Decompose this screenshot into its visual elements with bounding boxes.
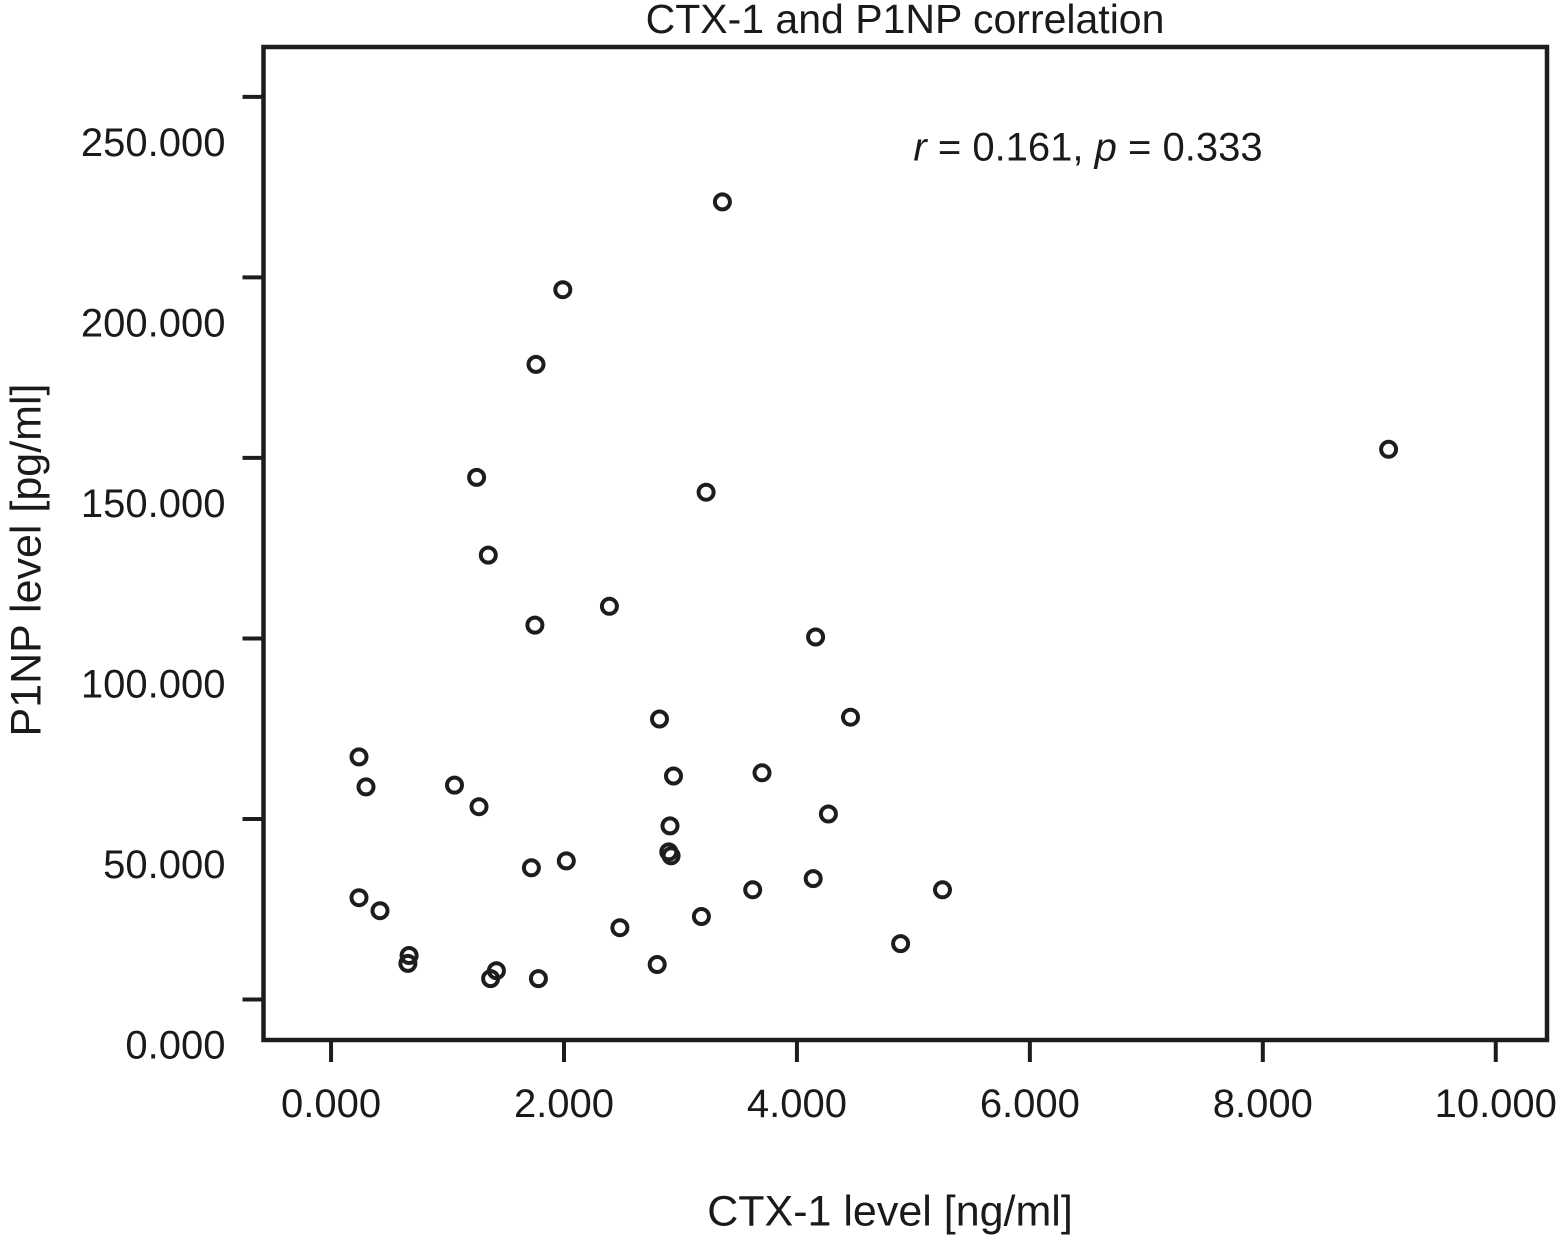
p-value: = 0.333 (1116, 125, 1263, 170)
scatter-point (664, 766, 683, 786)
y-tick-label: 50.000 (103, 843, 225, 887)
chart-title: CTX-1 and P1NP correlation (645, 0, 1165, 42)
scatter-point (743, 880, 763, 900)
scatter-point (349, 747, 369, 767)
scatter-point (660, 816, 680, 836)
y-tick-label: 150.000 (81, 482, 226, 526)
scatter-point (1379, 439, 1399, 459)
y-tick-label: 100.000 (81, 662, 226, 706)
correlation-annotation: r = 0.161, p = 0.333 (913, 126, 1262, 171)
scatter-point (445, 775, 464, 795)
scatter-point (467, 467, 487, 487)
scatter-point (752, 763, 772, 783)
scatter-point (370, 901, 390, 921)
scatter-point (712, 192, 732, 212)
x-tick-label: 2.000 (514, 1082, 614, 1126)
r-value: = 0.161, (926, 125, 1095, 170)
scatter-point (356, 777, 376, 797)
scatter-point (891, 934, 911, 954)
scatter-point (647, 955, 667, 974)
scatter-point (803, 869, 823, 889)
x-tick-label: 0.000 (281, 1082, 381, 1126)
scatter-point (521, 858, 541, 878)
scatter-point (481, 969, 501, 989)
scatter-point (398, 953, 418, 973)
scatter-point (599, 596, 619, 616)
scatter-point (806, 627, 826, 647)
r-symbol: r (913, 125, 927, 170)
y-tick-label: 200.000 (81, 301, 226, 345)
scatter-point (818, 804, 838, 824)
scatter-point (469, 797, 489, 817)
x-tick-label: 4.000 (747, 1082, 847, 1126)
scatter-point (478, 545, 498, 565)
x-axis-label: CTX-1 level [ng/ml] (707, 1187, 1073, 1236)
scatter-point (553, 280, 573, 300)
y-tick-label: 0.000 (125, 1024, 225, 1068)
p-symbol: p (1094, 125, 1117, 170)
scatter-point (696, 482, 716, 502)
y-tick-label: 250.000 (81, 121, 226, 165)
scatter-point (841, 707, 860, 727)
x-tick-label: 10.000 (1435, 1082, 1557, 1126)
scatter-point (525, 615, 545, 635)
scatter-point (556, 851, 576, 871)
scatter-point (650, 709, 669, 729)
scatter-point (661, 846, 681, 866)
scatter-point (526, 354, 546, 374)
scatter-point (691, 907, 711, 926)
y-axis-label: P1NP level [pg/ml] (2, 383, 51, 737)
scatter-point (399, 946, 419, 965)
x-tick-label: 8.000 (1213, 1082, 1313, 1126)
scatter-point (528, 969, 548, 989)
scatter-point (349, 888, 369, 908)
scatter-point (933, 880, 952, 900)
plot-border (261, 44, 1550, 1043)
x-tick-label: 6.000 (980, 1082, 1080, 1126)
scatter-point (610, 918, 630, 938)
